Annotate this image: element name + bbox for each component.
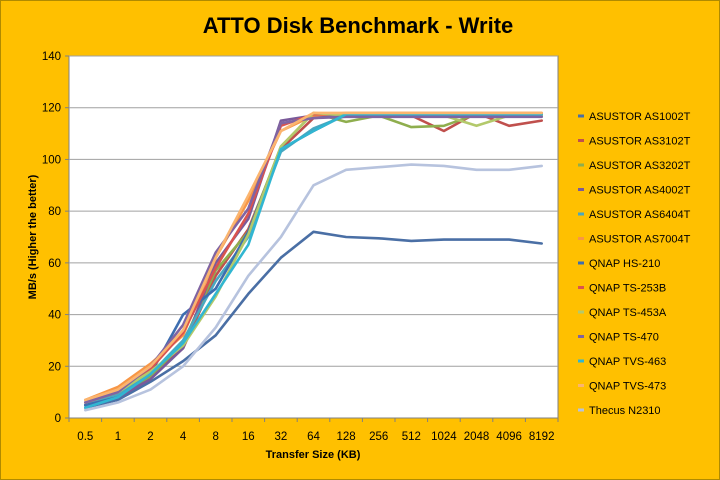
x-tick-label: 32 <box>275 431 288 443</box>
y-tick-label: 0 <box>55 413 61 425</box>
y-tick-label: 140 <box>42 51 61 63</box>
x-tick-label: 1 <box>115 431 121 443</box>
x-axis-ticks: 0.5 1 2 4 8 16 32 64 128 256 512 1024 2048 4096 8192 <box>68 418 559 443</box>
y-axis-title: MB/s (Higher the better) <box>27 174 39 299</box>
legend-label: ASUSTOR AS6404T <box>589 209 691 221</box>
x-tick-label: 128 <box>337 431 356 443</box>
x-tick-label: 256 <box>369 431 388 443</box>
x-tick-label: 8 <box>212 431 218 443</box>
y-tick-label: 20 <box>48 361 61 373</box>
y-axis-ticks: 0 20 40 60 80 100 120 140 <box>42 51 69 425</box>
grid-lines <box>69 55 558 367</box>
legend-label: ASUSTOR AS3102T <box>589 136 691 148</box>
legend-label: ASUSTOR AS3202T <box>589 160 691 172</box>
legend-label: QNAP TS-453A <box>589 307 667 319</box>
legend: ASUSTOR AS1002T ASUSTOR AS3102T ASUSTOR AS… <box>578 111 691 417</box>
legend-label: QNAP TS-253B <box>589 283 666 295</box>
legend-label: QNAP TVS-463 <box>589 356 666 368</box>
series-line-0 <box>84 230 544 410</box>
legend-label: ASUSTOR AS1002T <box>589 111 691 123</box>
series-line-12 <box>84 163 544 412</box>
x-tick-label: 4096 <box>496 431 522 443</box>
y-tick-label: 120 <box>42 103 61 115</box>
series-lines <box>84 111 544 412</box>
series-line-11 <box>84 111 544 402</box>
x-tick-label: 512 <box>402 431 421 443</box>
legend-label: QNAP TS-470 <box>589 332 659 344</box>
x-tick-label: 1024 <box>431 431 457 443</box>
legend-label: Thecus N2310 <box>589 405 661 417</box>
x-tick-label: 2 <box>147 431 153 443</box>
chart-title: ATTO Disk Benchmark - Write <box>203 13 514 38</box>
x-tick-label: 64 <box>307 431 320 443</box>
y-tick-label: 100 <box>42 154 61 166</box>
plot-area <box>68 55 559 419</box>
y-tick-label: 40 <box>48 310 61 322</box>
y-tick-label: 60 <box>48 258 61 270</box>
legend-label: QNAP TVS-473 <box>589 381 666 393</box>
x-tick-label: 8192 <box>529 431 555 443</box>
x-axis-title: Transfer Size (KB) <box>266 449 361 461</box>
legend-label: QNAP HS-210 <box>589 258 660 270</box>
legend-label: ASUSTOR AS7004T <box>589 234 691 246</box>
x-tick-label: 0.5 <box>77 431 93 443</box>
x-tick-label: 16 <box>242 431 255 443</box>
x-tick-label: 4 <box>180 431 187 443</box>
legend-label: ASUSTOR AS4002T <box>589 185 691 197</box>
y-tick-label: 80 <box>48 206 61 218</box>
x-tick-label: 2048 <box>464 431 490 443</box>
